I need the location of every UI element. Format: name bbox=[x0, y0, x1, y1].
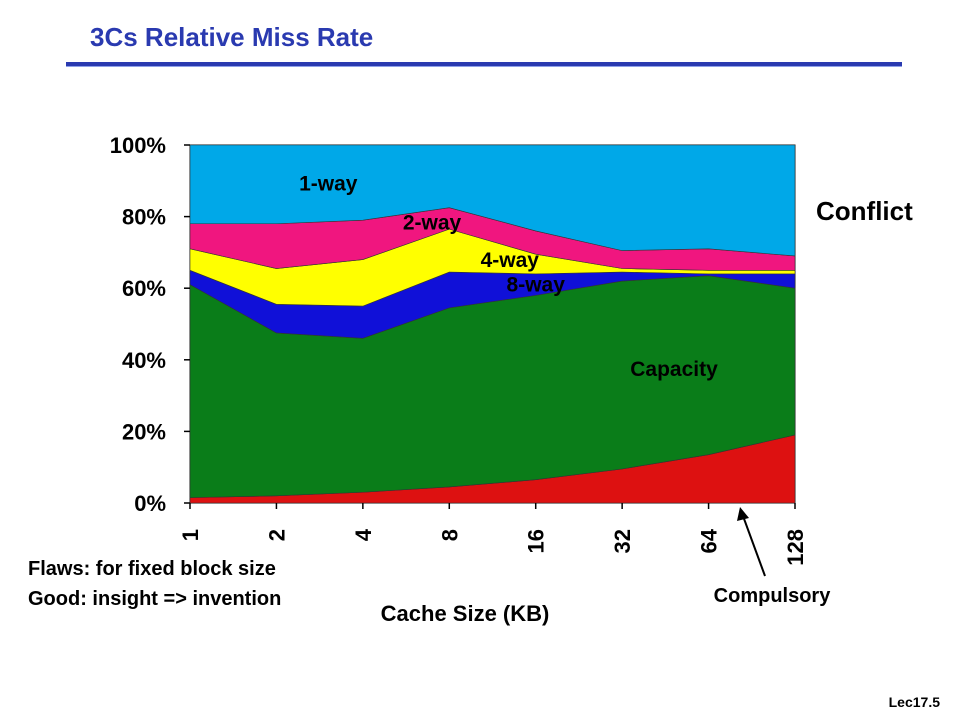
x-tick-label: 16 bbox=[524, 529, 549, 553]
compulsory-annotation: Compulsory bbox=[714, 585, 832, 607]
y-tick-label: 60% bbox=[122, 276, 166, 301]
title-rule bbox=[66, 62, 902, 67]
series-label-4-way: 4-way bbox=[481, 249, 540, 272]
compulsory-arrow-head bbox=[737, 507, 749, 521]
x-axis: 1 2 4 8 16 32 64 128 bbox=[178, 503, 808, 566]
flaws-note: Flaws: for fixed block size bbox=[28, 558, 276, 580]
series-label-1-way: 1-way bbox=[299, 172, 358, 195]
slide-number: Lec17.5 bbox=[888, 694, 940, 710]
x-tick-label: 4 bbox=[351, 528, 376, 541]
conflict-annotation: Conflict bbox=[816, 196, 913, 226]
good-note: Good: insight => invention bbox=[28, 588, 282, 610]
x-tick-label: 64 bbox=[697, 528, 722, 553]
x-axis-label: Cache Size (KB) bbox=[381, 601, 550, 626]
y-tick-label: 20% bbox=[122, 419, 166, 444]
x-tick-label: 1 bbox=[178, 529, 203, 541]
x-tick-label: 32 bbox=[610, 529, 635, 553]
y-tick-label: 0% bbox=[134, 491, 166, 516]
series-label-2-way: 2-way bbox=[403, 212, 462, 235]
y-axis: 0% 20% 40% 60% 80% 100% bbox=[110, 133, 190, 516]
x-tick-label: 2 bbox=[264, 529, 289, 541]
y-tick-label: 40% bbox=[122, 348, 166, 373]
y-tick-label: 80% bbox=[122, 205, 166, 230]
x-tick-label: 8 bbox=[437, 529, 462, 541]
area-1-way bbox=[189, 144, 796, 257]
slide-title: 3Cs Relative Miss Rate bbox=[90, 22, 374, 52]
x-tick-label: 128 bbox=[783, 529, 808, 566]
series-label-8-way: 8-way bbox=[507, 274, 566, 297]
y-tick-label: 100% bbox=[110, 133, 166, 158]
series-areas bbox=[189, 144, 796, 504]
series-label-capacity: Capacity bbox=[630, 358, 718, 381]
compulsory-arrow-line bbox=[742, 515, 766, 577]
